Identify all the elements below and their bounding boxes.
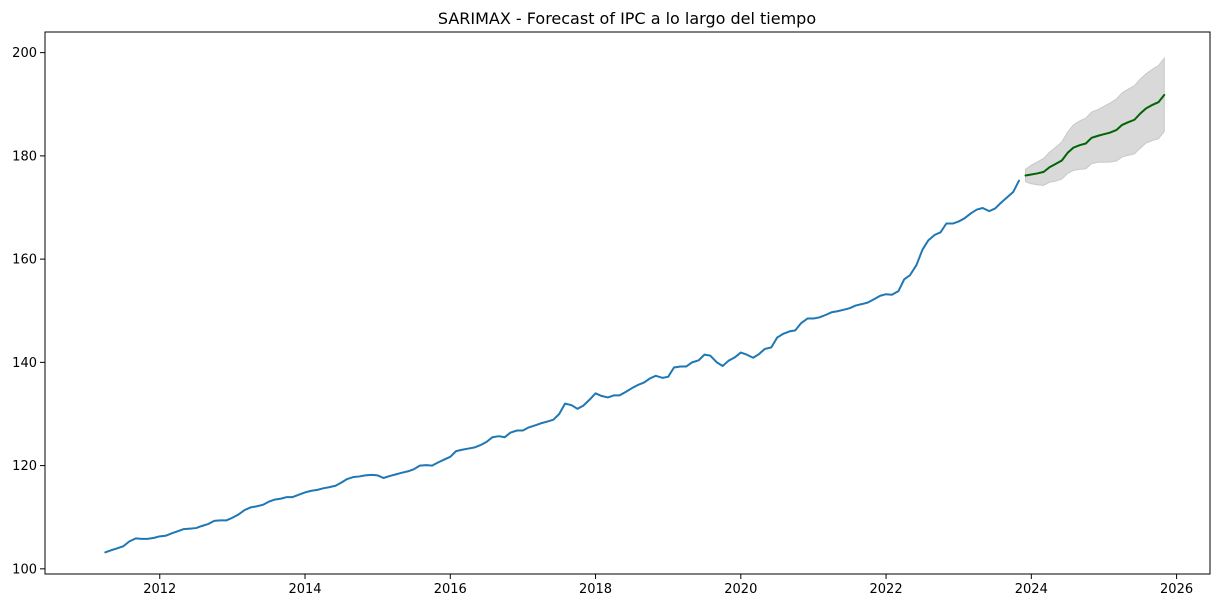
x-tick-label: 2014 (288, 582, 321, 597)
chart-title: SARIMAX - Forecast of IPC a lo largo del… (438, 9, 816, 28)
x-tick-label: 2012 (143, 582, 176, 597)
x-tick-label: 2022 (870, 582, 903, 597)
confidence-interval-band (1025, 56, 1165, 186)
y-tick-label: 140 (12, 356, 37, 371)
y-tick-label: 120 (12, 459, 37, 474)
x-tick-label: 2024 (1015, 582, 1048, 597)
ticks-layer: 2012 2014 2016 2018 2020 2022 2024 2026 100 120 14… (12, 46, 1193, 597)
x-tick-label: 2016 (434, 582, 467, 597)
plot-frame (44, 31, 1211, 575)
forecast-line (1024, 93, 1166, 177)
observed-ipc-line (104, 179, 1020, 554)
confidence-band-layer (1025, 56, 1165, 186)
x-tick-label: 2026 (1160, 582, 1193, 597)
series-layer (104, 93, 1166, 554)
y-tick-label: 200 (12, 46, 37, 61)
y-tick-label: 160 (12, 253, 37, 268)
axes-layer (44, 31, 1211, 575)
x-tick-label: 2018 (579, 582, 612, 597)
y-tick-label: 180 (12, 149, 37, 164)
y-tick-label: 100 (12, 562, 37, 577)
x-tick-label: 2020 (724, 582, 757, 597)
